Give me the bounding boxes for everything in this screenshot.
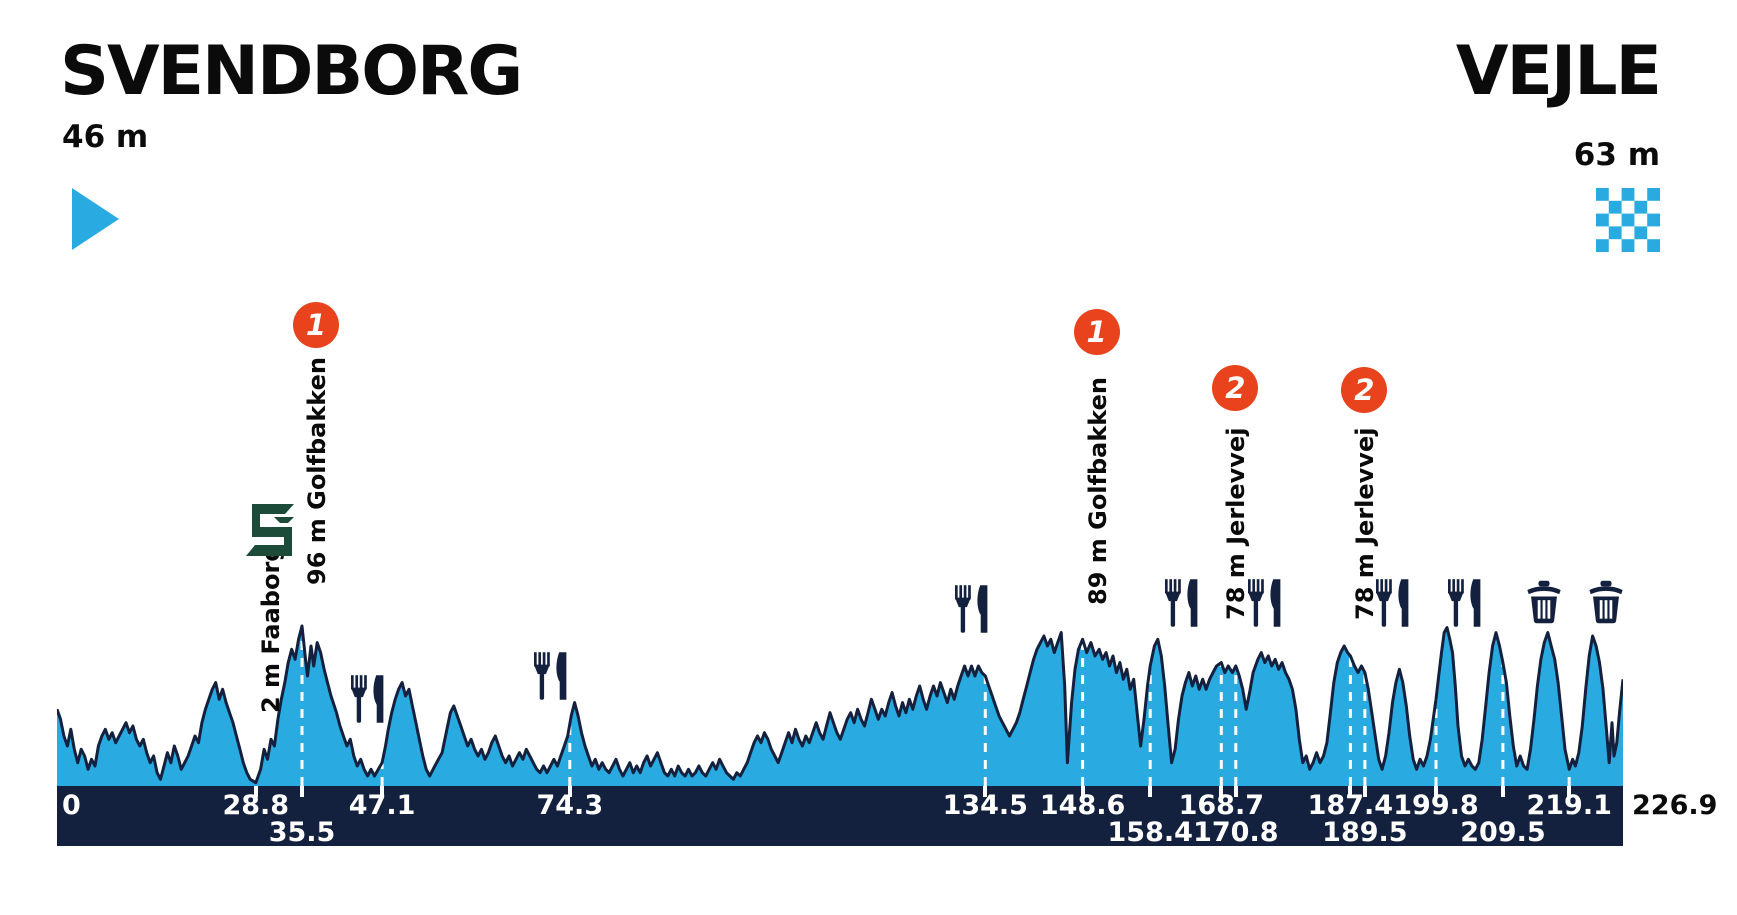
km-label: 199.8 [1393, 790, 1479, 821]
climb-category-1-marker: 1 [1073, 309, 1120, 355]
km-label: 158.4 [1107, 817, 1193, 848]
feed-zone-icon [1448, 579, 1481, 627]
feed-zone [954, 585, 995, 637]
distance-axis-bar: 0 28.8 35.5 47.1 74.3 134.5 148.6 158.4 168.7 170… [57, 786, 1717, 848]
feed-zone-icon [1375, 579, 1409, 627]
waste-zone [1526, 579, 1563, 629]
climb-label-text: 78 m Jerlevvej [1222, 427, 1251, 620]
climb-category-1-marker: 1 [293, 302, 339, 348]
feed-zone [1165, 579, 1205, 631]
feed-zone-icon [1248, 579, 1281, 627]
feed-zone [533, 652, 574, 704]
sprint-label-text: 2 m Faaborg [256, 544, 285, 713]
climb-label: 96 m Golfbakken [302, 357, 332, 585]
axis-tick [1362, 786, 1367, 797]
sprint-icon-wrap [245, 504, 294, 560]
climb-category-2-marker: 2 [1212, 365, 1259, 411]
axis-tick [1567, 786, 1572, 797]
start-elevation: 46 m [62, 119, 149, 155]
feed-zone [1448, 579, 1488, 631]
axis-tick [1080, 786, 1085, 797]
feed-zone-icon [351, 675, 384, 723]
feed-zone [1375, 579, 1416, 631]
climb-label-text: 96 m Golfbakken [303, 357, 331, 585]
feed-zone-icon [954, 585, 988, 633]
km-label: 209.5 [1460, 817, 1546, 848]
feed-zone [351, 675, 391, 727]
axis-tick [300, 786, 304, 797]
elevation-outline [57, 624, 1623, 785]
feed-zone-icon [533, 652, 567, 700]
km-label: 74.3 [536, 790, 604, 821]
km-label: 170.8 [1193, 817, 1279, 848]
elevation-area [57, 626, 1623, 786]
waste-zone-icon [1527, 580, 1561, 624]
axis-tick [983, 786, 988, 797]
km-label: 47.1 [348, 790, 416, 821]
finish-flag-icon [1596, 188, 1660, 256]
feed-zone [1248, 579, 1288, 631]
waste-zone-icon [1589, 580, 1624, 624]
sprint-label: 2 m Faaborg [256, 545, 286, 713]
climb-label: 89 m Golfbakken [1083, 377, 1113, 605]
km-label: 187.4 [1307, 790, 1394, 821]
axis-tick [567, 786, 572, 797]
finish-elevation: 63 m [1573, 137, 1660, 173]
axis-tick [1233, 786, 1238, 797]
sprint-icon [245, 504, 294, 556]
elevation-profile-chart [57, 624, 1623, 786]
km-label: 226.9 [1632, 790, 1718, 821]
km-label: 168.7 [1178, 790, 1265, 821]
start-town-name: SVENDBORG [60, 32, 523, 111]
axis-tick [1219, 786, 1224, 797]
axis-tick [253, 786, 258, 797]
km-label: 0 [62, 790, 81, 821]
km-label: 35.5 [268, 817, 336, 848]
climb-category-2-marker: 2 [1341, 367, 1388, 413]
km-label: 148.6 [1039, 790, 1126, 821]
axis-tick [1348, 786, 1353, 797]
km-label: 134.5 [942, 790, 1028, 821]
km-label: 28.8 [222, 790, 290, 821]
waste-zone [1588, 579, 1625, 629]
climb-label-text: 89 m Golfbakken [1083, 377, 1112, 605]
feed-zone-icon [1165, 579, 1198, 627]
finish-town-name: VEJLE [1455, 32, 1662, 111]
axis-tick [1148, 786, 1153, 797]
km-label: 189.5 [1322, 817, 1408, 848]
axis-tick [1433, 786, 1438, 797]
climb-label: 78 m Jerlevvej [1221, 428, 1251, 620]
axis-tick [1500, 786, 1505, 797]
start-play-icon [72, 188, 119, 250]
axis-tick [380, 786, 385, 797]
km-label: 219.1 [1526, 790, 1612, 821]
